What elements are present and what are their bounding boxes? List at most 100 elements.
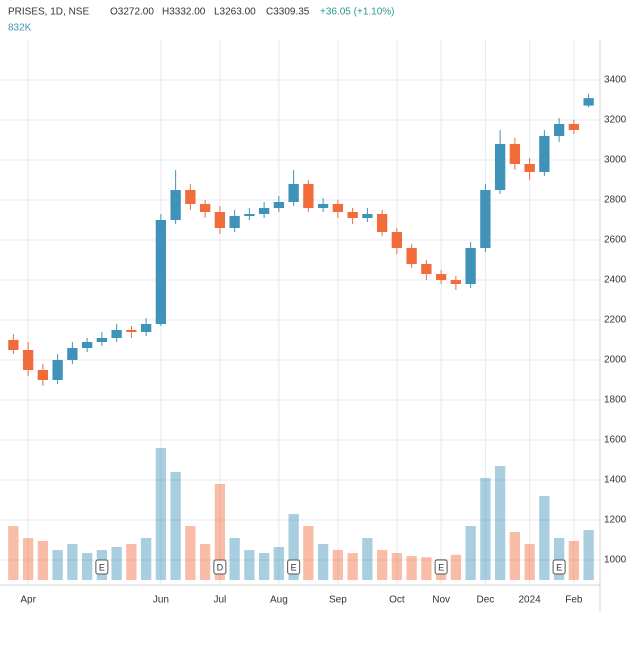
volume-bar	[539, 496, 550, 580]
event-box	[287, 559, 301, 575]
candle-body	[450, 280, 462, 284]
volume-bar	[391, 553, 403, 580]
volume-bar	[524, 544, 535, 580]
ohlc-close: C3309.35	[266, 7, 310, 18]
x-tick-label: Aug	[270, 595, 288, 606]
x-tick-label: 2024	[519, 595, 542, 606]
volume-bar	[421, 557, 432, 580]
x-tick-label: Feb	[565, 595, 583, 606]
candle-body	[421, 264, 432, 274]
volume-bar	[170, 472, 181, 580]
volume-bar	[126, 544, 137, 580]
volume-bar	[185, 526, 196, 580]
candle-body	[332, 204, 344, 212]
candle-body	[111, 330, 122, 338]
candle-body	[480, 190, 491, 248]
candle-body	[568, 124, 580, 130]
candle-body	[258, 208, 270, 214]
volume-label: 832K	[8, 23, 32, 34]
event-box	[95, 559, 109, 575]
volume-bar	[406, 556, 417, 580]
candle-body	[22, 350, 34, 370]
volume-bar	[155, 448, 167, 580]
ohlc-open: O3272.00	[110, 7, 154, 18]
ohlc-low: L3263.00	[214, 7, 256, 18]
volume-bar	[111, 547, 122, 580]
candle-body	[67, 348, 78, 360]
event-box	[552, 559, 566, 575]
volume-bar	[52, 550, 63, 580]
candle-body	[362, 214, 373, 218]
change: +36.05 (+1.10%)	[320, 7, 395, 18]
volume-bar	[22, 538, 34, 580]
y-tick-label: 3000	[604, 155, 627, 166]
candle-body	[273, 202, 285, 208]
ohlc-high: H3332.00	[162, 7, 206, 18]
volume-bar	[362, 538, 373, 580]
y-tick-label: 3200	[604, 115, 627, 126]
header: PRISES, 1D, NSE O3272.00 H3332.00 L3263.…	[8, 7, 395, 34]
candle-body	[465, 248, 476, 284]
candle-body	[37, 370, 49, 380]
event-box	[213, 559, 227, 575]
y-tick-label: 1800	[604, 395, 627, 406]
candle-body	[303, 184, 314, 208]
y-tick-label: 1600	[604, 435, 627, 446]
volume-bar	[8, 526, 19, 580]
volume-bar	[67, 544, 78, 580]
volume-bar	[332, 550, 344, 580]
candle-body	[96, 338, 108, 342]
x-tick-label: Jul	[213, 595, 226, 606]
event-box	[434, 559, 448, 575]
candle-body	[229, 216, 240, 228]
event-label: E	[438, 562, 444, 572]
volume-bar	[199, 544, 211, 580]
volume-bar	[568, 541, 580, 580]
x-tick-label: Jun	[153, 595, 169, 606]
x-tick-label: Oct	[389, 595, 405, 606]
candle-body	[406, 248, 417, 264]
volume-bar	[258, 553, 270, 580]
volume-bar	[553, 538, 565, 580]
candle-body	[214, 212, 226, 228]
event-label: D	[217, 562, 224, 572]
volume-bar	[376, 550, 388, 580]
volume-bar	[303, 526, 314, 580]
candle-body	[288, 184, 299, 202]
candle-body	[553, 124, 565, 136]
y-tick-label: 2400	[604, 275, 627, 286]
candle-body	[376, 214, 388, 232]
volume-bar	[480, 478, 491, 580]
candle-body	[126, 330, 137, 332]
candle-body	[583, 98, 594, 106]
y-tick-label: 1200	[604, 515, 627, 526]
x-tick-label: Apr	[20, 595, 36, 606]
candle-body	[317, 204, 329, 208]
event-label: E	[99, 562, 105, 572]
volume-bar	[450, 554, 462, 580]
x-tick-label: Sep	[329, 595, 347, 606]
candle-body	[347, 212, 358, 218]
y-tick-label: 1000	[604, 555, 627, 566]
y-tick-label: 3400	[604, 75, 627, 86]
y-tick-label: 2800	[604, 195, 627, 206]
y-tick-label: 2200	[604, 315, 627, 326]
volume-bar	[583, 530, 594, 580]
candle-body	[539, 136, 550, 172]
volume-bar	[288, 514, 299, 580]
x-tick-label: Nov	[432, 595, 450, 606]
volume-bar	[81, 553, 93, 580]
y-tick-label: 2000	[604, 355, 627, 366]
candle-body	[524, 164, 535, 172]
event-label: E	[556, 562, 562, 572]
volume-bar	[37, 541, 49, 580]
volume-bar	[494, 466, 506, 580]
volume-bar	[244, 550, 255, 580]
candle-body	[244, 214, 255, 216]
volume-bar	[273, 547, 285, 580]
symbol: PRISES, 1D, NSE	[8, 7, 89, 18]
candle-body	[391, 232, 403, 248]
candle-body	[170, 190, 181, 220]
volume-bar	[465, 526, 476, 580]
